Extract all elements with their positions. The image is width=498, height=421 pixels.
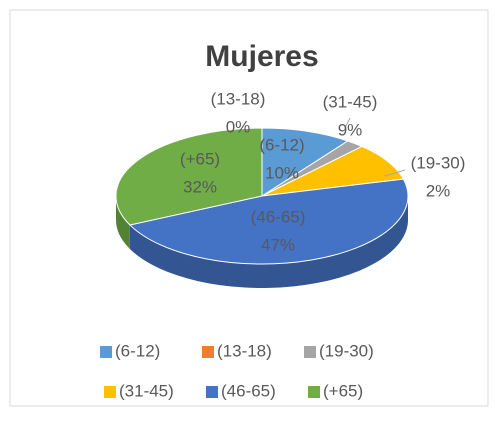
data-label-value: 32% [183, 177, 217, 196]
slice [115, 127, 263, 226]
legend-swatch [100, 346, 112, 358]
chart-title: Mujeres [205, 40, 318, 73]
leader-line [384, 169, 406, 177]
data-label-category: (19-30) [411, 153, 466, 172]
data-label-category: (+65) [180, 149, 220, 168]
legend-swatch [206, 386, 218, 398]
slice-side [129, 196, 408, 288]
legend-label: (19-30) [319, 341, 374, 360]
legend-swatch [304, 346, 316, 358]
data-label-value: 2% [426, 181, 451, 200]
slice [128, 178, 409, 265]
legend-label: (+65) [323, 381, 363, 400]
data-label-value: 9% [338, 120, 363, 139]
legend-swatch [104, 386, 116, 398]
legend-label: (46-65) [221, 381, 276, 400]
legend-label: (31-45) [119, 381, 174, 400]
leader-line [344, 117, 351, 129]
legend-label: (13-18) [217, 341, 272, 360]
data-label-category: (6-12) [259, 135, 304, 154]
legend-label: (6-12) [115, 341, 160, 360]
slice [261, 145, 405, 197]
data-label-value: 47% [261, 235, 295, 254]
data-label-category: (46-65) [251, 207, 306, 226]
slice [261, 127, 349, 197]
legend-swatch [308, 386, 320, 398]
data-label-value: 0% [226, 117, 251, 136]
data-label-category: (31-45) [323, 92, 378, 111]
legend-swatch [202, 346, 214, 358]
slice-side [116, 196, 130, 249]
data-label-category: (13-18) [211, 89, 266, 108]
data-label-value: 10% [265, 163, 299, 182]
